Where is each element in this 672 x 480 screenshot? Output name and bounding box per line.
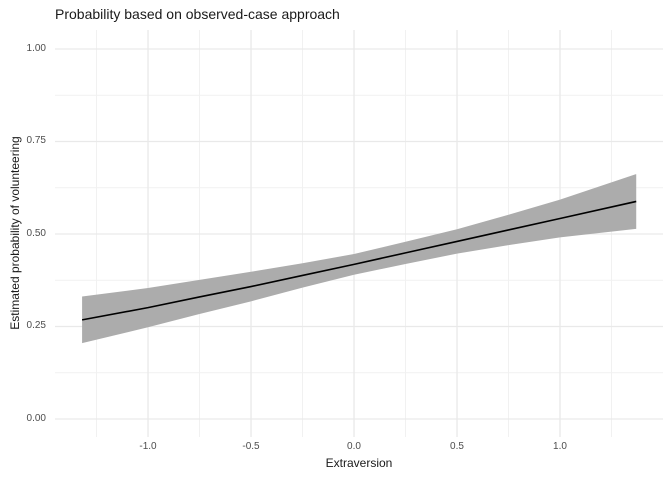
x-axis-title: Extraversion xyxy=(325,456,393,470)
y-tick-label: 0.25 xyxy=(26,320,46,331)
y-tick-label: 0.75 xyxy=(26,135,46,146)
confidence-band xyxy=(82,174,637,344)
y-tick-label: 0.00 xyxy=(26,413,46,424)
x-tick-label: -1.0 xyxy=(139,441,157,452)
x-tick-label: -0.5 xyxy=(242,441,260,452)
y-tick-label: 0.50 xyxy=(26,228,46,239)
x-tick-label: 0.0 xyxy=(347,441,361,452)
y-tick-label: 1.00 xyxy=(26,43,46,54)
fit-line xyxy=(81,200,637,321)
chart-title: Probability based on observed-case appro… xyxy=(55,6,340,22)
x-tick-label: 0.5 xyxy=(450,441,464,452)
x-tick-label: 1.0 xyxy=(553,441,567,452)
